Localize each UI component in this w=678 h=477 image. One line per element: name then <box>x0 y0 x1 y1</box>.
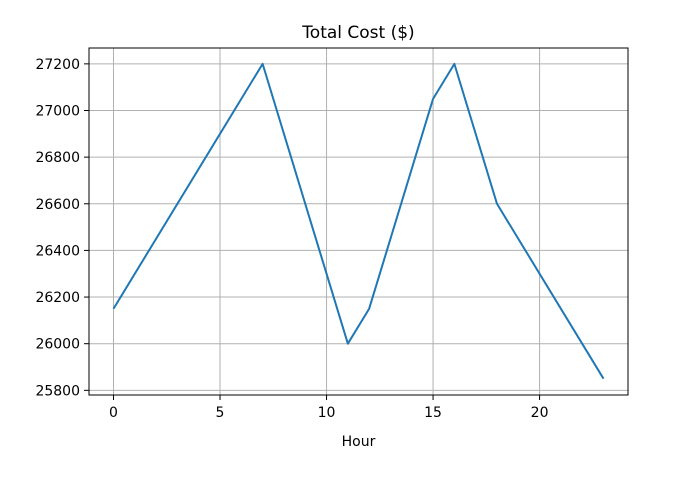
y-tick-label: 26000 <box>35 337 80 353</box>
x-tick-label: 10 <box>318 405 336 421</box>
grid-layer <box>89 48 628 395</box>
y-tick-label: 26600 <box>35 197 80 213</box>
y-tick-label: 26400 <box>35 243 80 259</box>
y-tick-label: 25800 <box>35 383 80 399</box>
series-layer <box>112 62 605 380</box>
chart-title: Total Cost ($) <box>301 23 414 43</box>
x-tick-label: 0 <box>109 405 118 421</box>
x-tick-label: 5 <box>216 405 225 421</box>
y-tick-label: 26200 <box>35 290 80 306</box>
plot-frame <box>88 47 629 396</box>
series-line-0 <box>112 62 605 380</box>
x-tick-label: 15 <box>424 405 442 421</box>
tick-layer: 0 5 10 15 20 25800 26000 26200 26400 26600 26800 27… <box>35 57 548 421</box>
x-tick-label: 20 <box>531 405 549 421</box>
x-axis-title: Hour <box>342 434 376 450</box>
y-tick-label: 27200 <box>35 57 80 73</box>
y-tick-label: 26800 <box>35 150 80 166</box>
y-tick-label: 27000 <box>35 103 80 119</box>
